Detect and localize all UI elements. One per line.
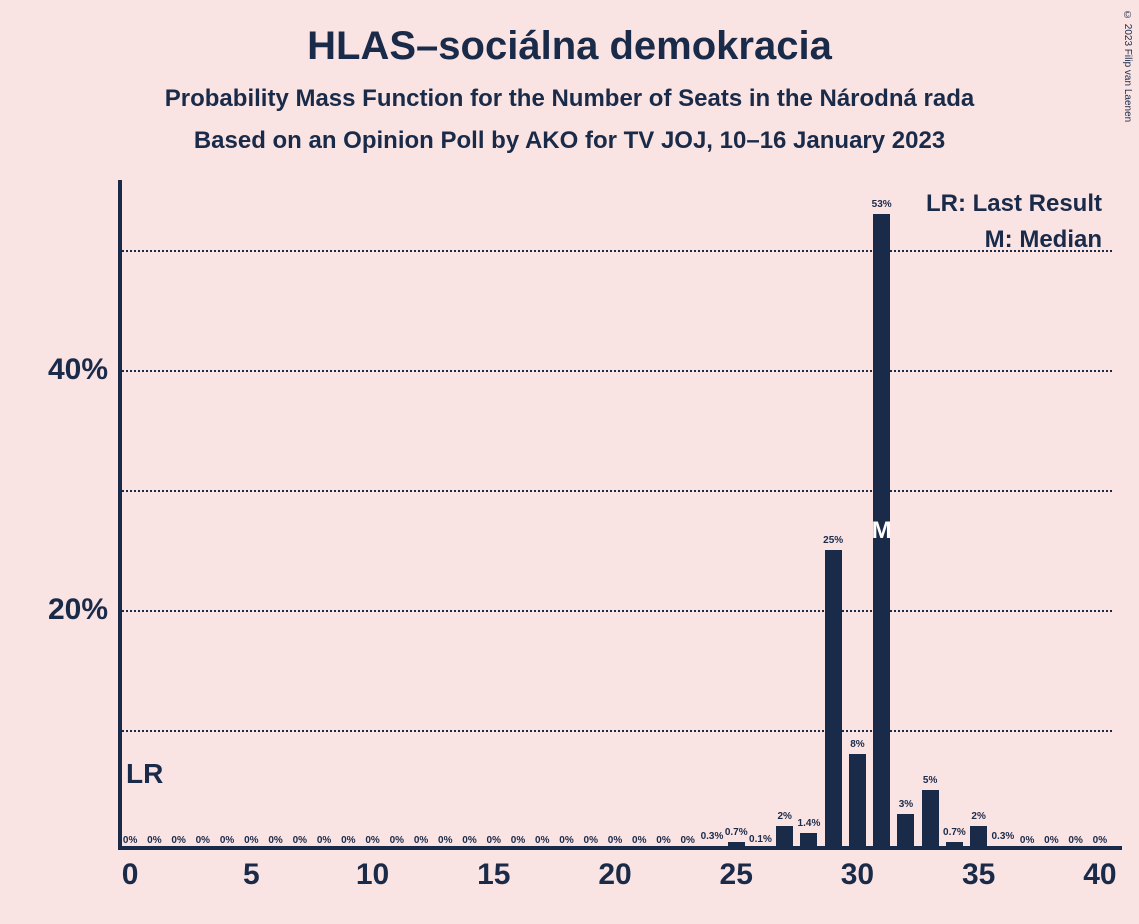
bar-value-label: 0.3% [991, 831, 1014, 842]
bar-value-label: 0% [632, 835, 646, 846]
bar [897, 814, 914, 850]
bar-value-label: 0% [559, 835, 573, 846]
legend-lr: LR: Last Result [926, 190, 1102, 218]
bar-value-label: 0% [680, 835, 694, 846]
bar [849, 754, 866, 850]
bar-value-label: 0% [608, 835, 622, 846]
bar [922, 790, 939, 850]
bar [703, 846, 720, 850]
bar [970, 826, 987, 850]
chart-subtitle-1: Probability Mass Function for the Number… [0, 69, 1139, 113]
bar-value-label: 0% [462, 835, 476, 846]
bar-value-label: 0% [365, 835, 379, 846]
bar-value-label: 0% [293, 835, 307, 846]
x-tick-label: 10 [356, 850, 389, 892]
bar [946, 842, 963, 850]
bar [825, 550, 842, 850]
m-marker: M [872, 517, 892, 545]
bar-value-label: 0% [1044, 835, 1058, 846]
grid-line [118, 730, 1112, 732]
bar-value-label: 0% [171, 835, 185, 846]
bar-value-label: 0% [656, 835, 670, 846]
bar-value-label: 0.7% [725, 827, 748, 838]
chart-title: HLAS–sociálna demokracia [0, 0, 1139, 69]
bar-value-label: 0.3% [701, 831, 724, 842]
x-tick-label: 35 [962, 850, 995, 892]
x-tick-label: 30 [841, 850, 874, 892]
bar-value-label: 0% [1020, 835, 1034, 846]
y-tick-label: 40% [48, 353, 118, 387]
bar-value-label: 3% [899, 799, 913, 810]
bar-value-label: 1.4% [798, 818, 821, 829]
bar-value-label: 8% [850, 739, 864, 750]
bar-value-label: 2% [971, 811, 985, 822]
bar-value-label: 0% [487, 835, 501, 846]
lr-marker: LR [126, 758, 163, 790]
bar-value-label: 0% [390, 835, 404, 846]
bar-value-label: 0% [196, 835, 210, 846]
chart-plot-area: 20%40%05101520253035400%0%0%0%0%0%0%0%0%… [118, 190, 1112, 850]
bar-value-label: 0% [1068, 835, 1082, 846]
bar-value-label: 53% [872, 199, 892, 210]
grid-line [118, 370, 1112, 372]
bar-value-label: 0% [244, 835, 258, 846]
grid-line [118, 610, 1112, 612]
chart-subtitle-2: Based on an Opinion Poll by AKO for TV J… [0, 113, 1139, 155]
bar-value-label: 0% [147, 835, 161, 846]
x-tick-label: 40 [1083, 850, 1116, 892]
bar-value-label: 0% [123, 835, 137, 846]
bar-value-label: 0.1% [749, 834, 772, 845]
bar-value-label: 25% [823, 535, 843, 546]
bar-value-label: 0% [511, 835, 525, 846]
copyright-text: © 2023 Filip van Laenen [1122, 10, 1133, 122]
x-tick-label: 5 [243, 850, 260, 892]
x-tick-label: 15 [477, 850, 510, 892]
bar-value-label: 0% [584, 835, 598, 846]
bar-value-label: 0% [1093, 835, 1107, 846]
legend-m: M: Median [985, 226, 1102, 254]
bar [776, 826, 793, 850]
bar-value-label: 0.7% [943, 827, 966, 838]
y-axis [118, 180, 122, 850]
y-tick-label: 20% [48, 593, 118, 627]
bar-value-label: 2% [777, 811, 791, 822]
x-tick-label: 0 [122, 850, 139, 892]
grid-line [118, 490, 1112, 492]
x-tick-label: 25 [720, 850, 753, 892]
bar-value-label: 0% [317, 835, 331, 846]
bar [752, 849, 769, 850]
bar [994, 846, 1011, 850]
bar [800, 833, 817, 850]
bar-value-label: 0% [438, 835, 452, 846]
bar-value-label: 0% [535, 835, 549, 846]
bar-value-label: 0% [341, 835, 355, 846]
x-tick-label: 20 [598, 850, 631, 892]
bar-value-label: 0% [414, 835, 428, 846]
bar-value-label: 0% [268, 835, 282, 846]
bar-value-label: 5% [923, 775, 937, 786]
grid-line [118, 250, 1112, 252]
bar [728, 842, 745, 850]
bar-value-label: 0% [220, 835, 234, 846]
